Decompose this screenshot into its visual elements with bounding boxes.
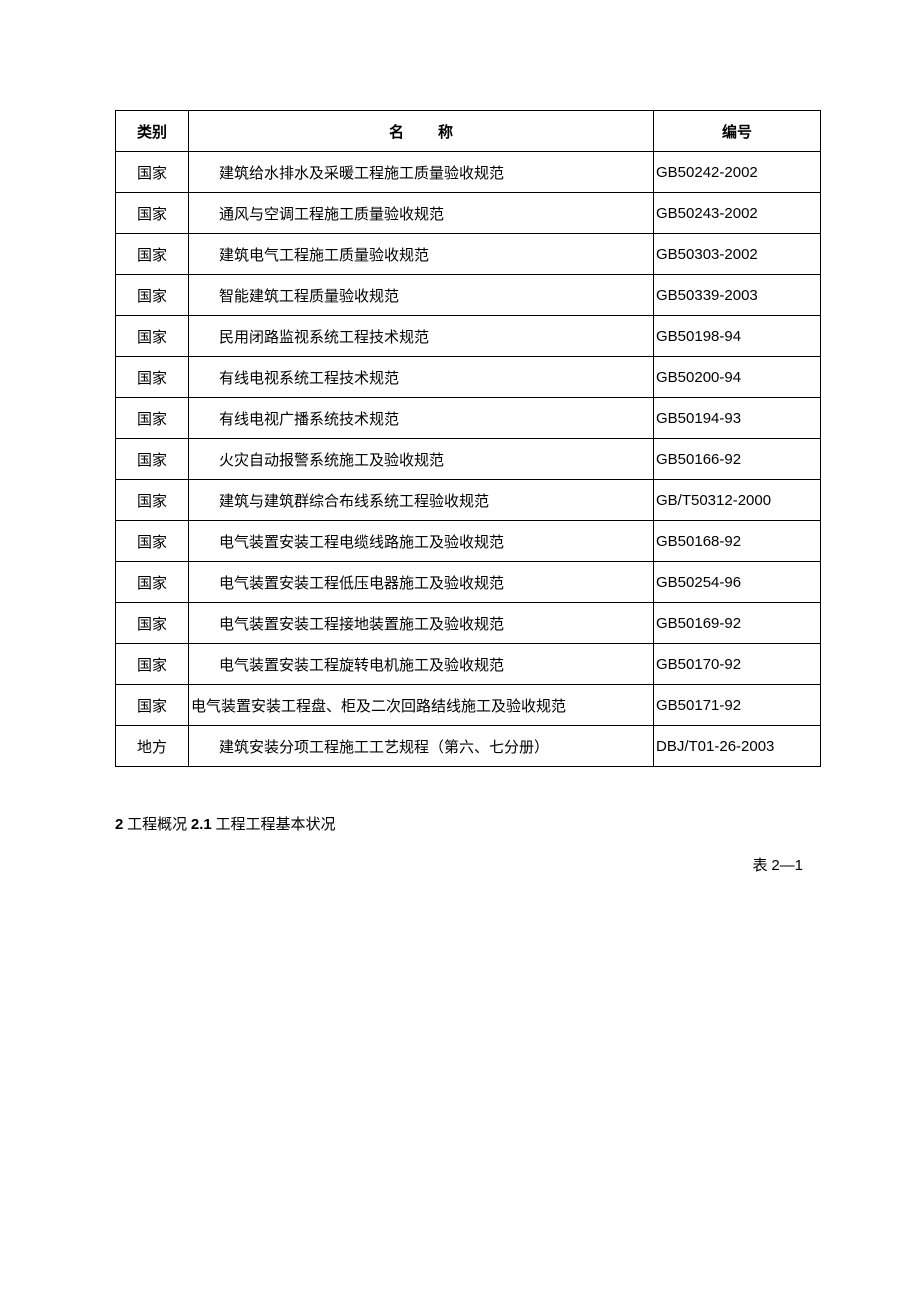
cell-name: 电气装置安装工程旋转电机施工及验收规范 [189, 644, 654, 685]
cell-category: 国家 [116, 275, 189, 316]
table-header-row: 类别 名称 编号 [116, 111, 821, 152]
cell-code: GB50171-92 [654, 685, 821, 726]
cell-category: 国家 [116, 685, 189, 726]
section-text-1: 工程概况 [123, 817, 191, 833]
header-name: 名称 [189, 111, 654, 152]
table-row: 国家 通风与空调工程施工质量验收规范 GB50243-2002 [116, 193, 821, 234]
cell-category: 国家 [116, 521, 189, 562]
cell-name: 火灾自动报警系统施工及验收规范 [189, 439, 654, 480]
table-row: 国家 民用闭路监视系统工程技术规范 GB50198-94 [116, 316, 821, 357]
cell-code: DBJ/T01-26-2003 [654, 726, 821, 767]
section-text-2: 工程工程基本状况 [212, 817, 336, 833]
cell-category: 地方 [116, 726, 189, 767]
cell-name: 有线电视系统工程技术规范 [189, 357, 654, 398]
cell-category: 国家 [116, 562, 189, 603]
section-heading: 2 工程概况 2.1 工程工程基本状况 [115, 813, 805, 834]
cell-code: GB50242-2002 [654, 152, 821, 193]
cell-category: 国家 [116, 480, 189, 521]
table-row: 国家 智能建筑工程质量验收规范 GB50339-2003 [116, 275, 821, 316]
cell-name: 民用闭路监视系统工程技术规范 [189, 316, 654, 357]
table-row: 国家 电气装置安装工程低压电器施工及验收规范 GB50254-96 [116, 562, 821, 603]
cell-code: GB50243-2002 [654, 193, 821, 234]
cell-name: 建筑与建筑群综合布线系统工程验收规范 [189, 480, 654, 521]
header-category: 类别 [116, 111, 189, 152]
cell-code: GB50198-94 [654, 316, 821, 357]
cell-name: 电气装置安装工程电缆线路施工及验收规范 [189, 521, 654, 562]
cell-code: GB/T50312-2000 [654, 480, 821, 521]
cell-category: 国家 [116, 234, 189, 275]
cell-category: 国家 [116, 603, 189, 644]
table-row: 国家 建筑与建筑群综合布线系统工程验收规范 GB/T50312-2000 [116, 480, 821, 521]
section-number-2: 2.1 [191, 816, 212, 833]
table-row: 国家 建筑电气工程施工质量验收规范 GB50303-2002 [116, 234, 821, 275]
table-row: 国家 电气装置安装工程接地装置施工及验收规范 GB50169-92 [116, 603, 821, 644]
table-label-prefix: 表 [753, 858, 772, 874]
cell-category: 国家 [116, 439, 189, 480]
cell-category: 国家 [116, 398, 189, 439]
table-body: 国家 建筑给水排水及采暖工程施工质量验收规范 GB50242-2002 国家 通… [116, 152, 821, 767]
cell-category: 国家 [116, 644, 189, 685]
cell-category: 国家 [116, 357, 189, 398]
table-row: 国家 电气装置安装工程电缆线路施工及验收规范 GB50168-92 [116, 521, 821, 562]
cell-code: GB50339-2003 [654, 275, 821, 316]
table-row: 国家 电气装置安装工程旋转电机施工及验收规范 GB50170-92 [116, 644, 821, 685]
cell-name: 建筑安装分项工程施工工艺规程（第六、七分册） [189, 726, 654, 767]
standards-table: 类别 名称 编号 国家 建筑给水排水及采暖工程施工质量验收规范 GB50242-… [115, 110, 821, 767]
cell-code: GB50166-92 [654, 439, 821, 480]
cell-code: GB50200-94 [654, 357, 821, 398]
cell-category: 国家 [116, 193, 189, 234]
table-row: 国家 有线电视系统工程技术规范 GB50200-94 [116, 357, 821, 398]
table-row: 国家 有线电视广播系统技术规范 GB50194-93 [116, 398, 821, 439]
cell-category: 国家 [116, 316, 189, 357]
cell-code: GB50168-92 [654, 521, 821, 562]
cell-code: GB50170-92 [654, 644, 821, 685]
table-row: 地方 建筑安装分项工程施工工艺规程（第六、七分册） DBJ/T01-26-200… [116, 726, 821, 767]
cell-name: 建筑给水排水及采暖工程施工质量验收规范 [189, 152, 654, 193]
cell-code: GB50254-96 [654, 562, 821, 603]
table-row: 国家 火灾自动报警系统施工及验收规范 GB50166-92 [116, 439, 821, 480]
cell-category: 国家 [116, 152, 189, 193]
table-label-number: 2—1 [771, 857, 803, 874]
cell-name: 电气装置安装工程盘、柜及二次回路结线施工及验收规范 [189, 685, 654, 726]
cell-name: 智能建筑工程质量验收规范 [189, 275, 654, 316]
table-row: 国家 电气装置安装工程盘、柜及二次回路结线施工及验收规范 GB50171-92 [116, 685, 821, 726]
document-page: 类别 名称 编号 国家 建筑给水排水及采暖工程施工质量验收规范 GB50242-… [0, 0, 920, 930]
cell-name: 电气装置安装工程低压电器施工及验收规范 [189, 562, 654, 603]
table-label: 表 2—1 [115, 854, 805, 875]
header-code: 编号 [654, 111, 821, 152]
cell-code: GB50303-2002 [654, 234, 821, 275]
cell-code: GB50194-93 [654, 398, 821, 439]
table-row: 国家 建筑给水排水及采暖工程施工质量验收规范 GB50242-2002 [116, 152, 821, 193]
cell-code: GB50169-92 [654, 603, 821, 644]
cell-name: 通风与空调工程施工质量验收规范 [189, 193, 654, 234]
cell-name: 电气装置安装工程接地装置施工及验收规范 [189, 603, 654, 644]
cell-name: 有线电视广播系统技术规范 [189, 398, 654, 439]
cell-name: 建筑电气工程施工质量验收规范 [189, 234, 654, 275]
